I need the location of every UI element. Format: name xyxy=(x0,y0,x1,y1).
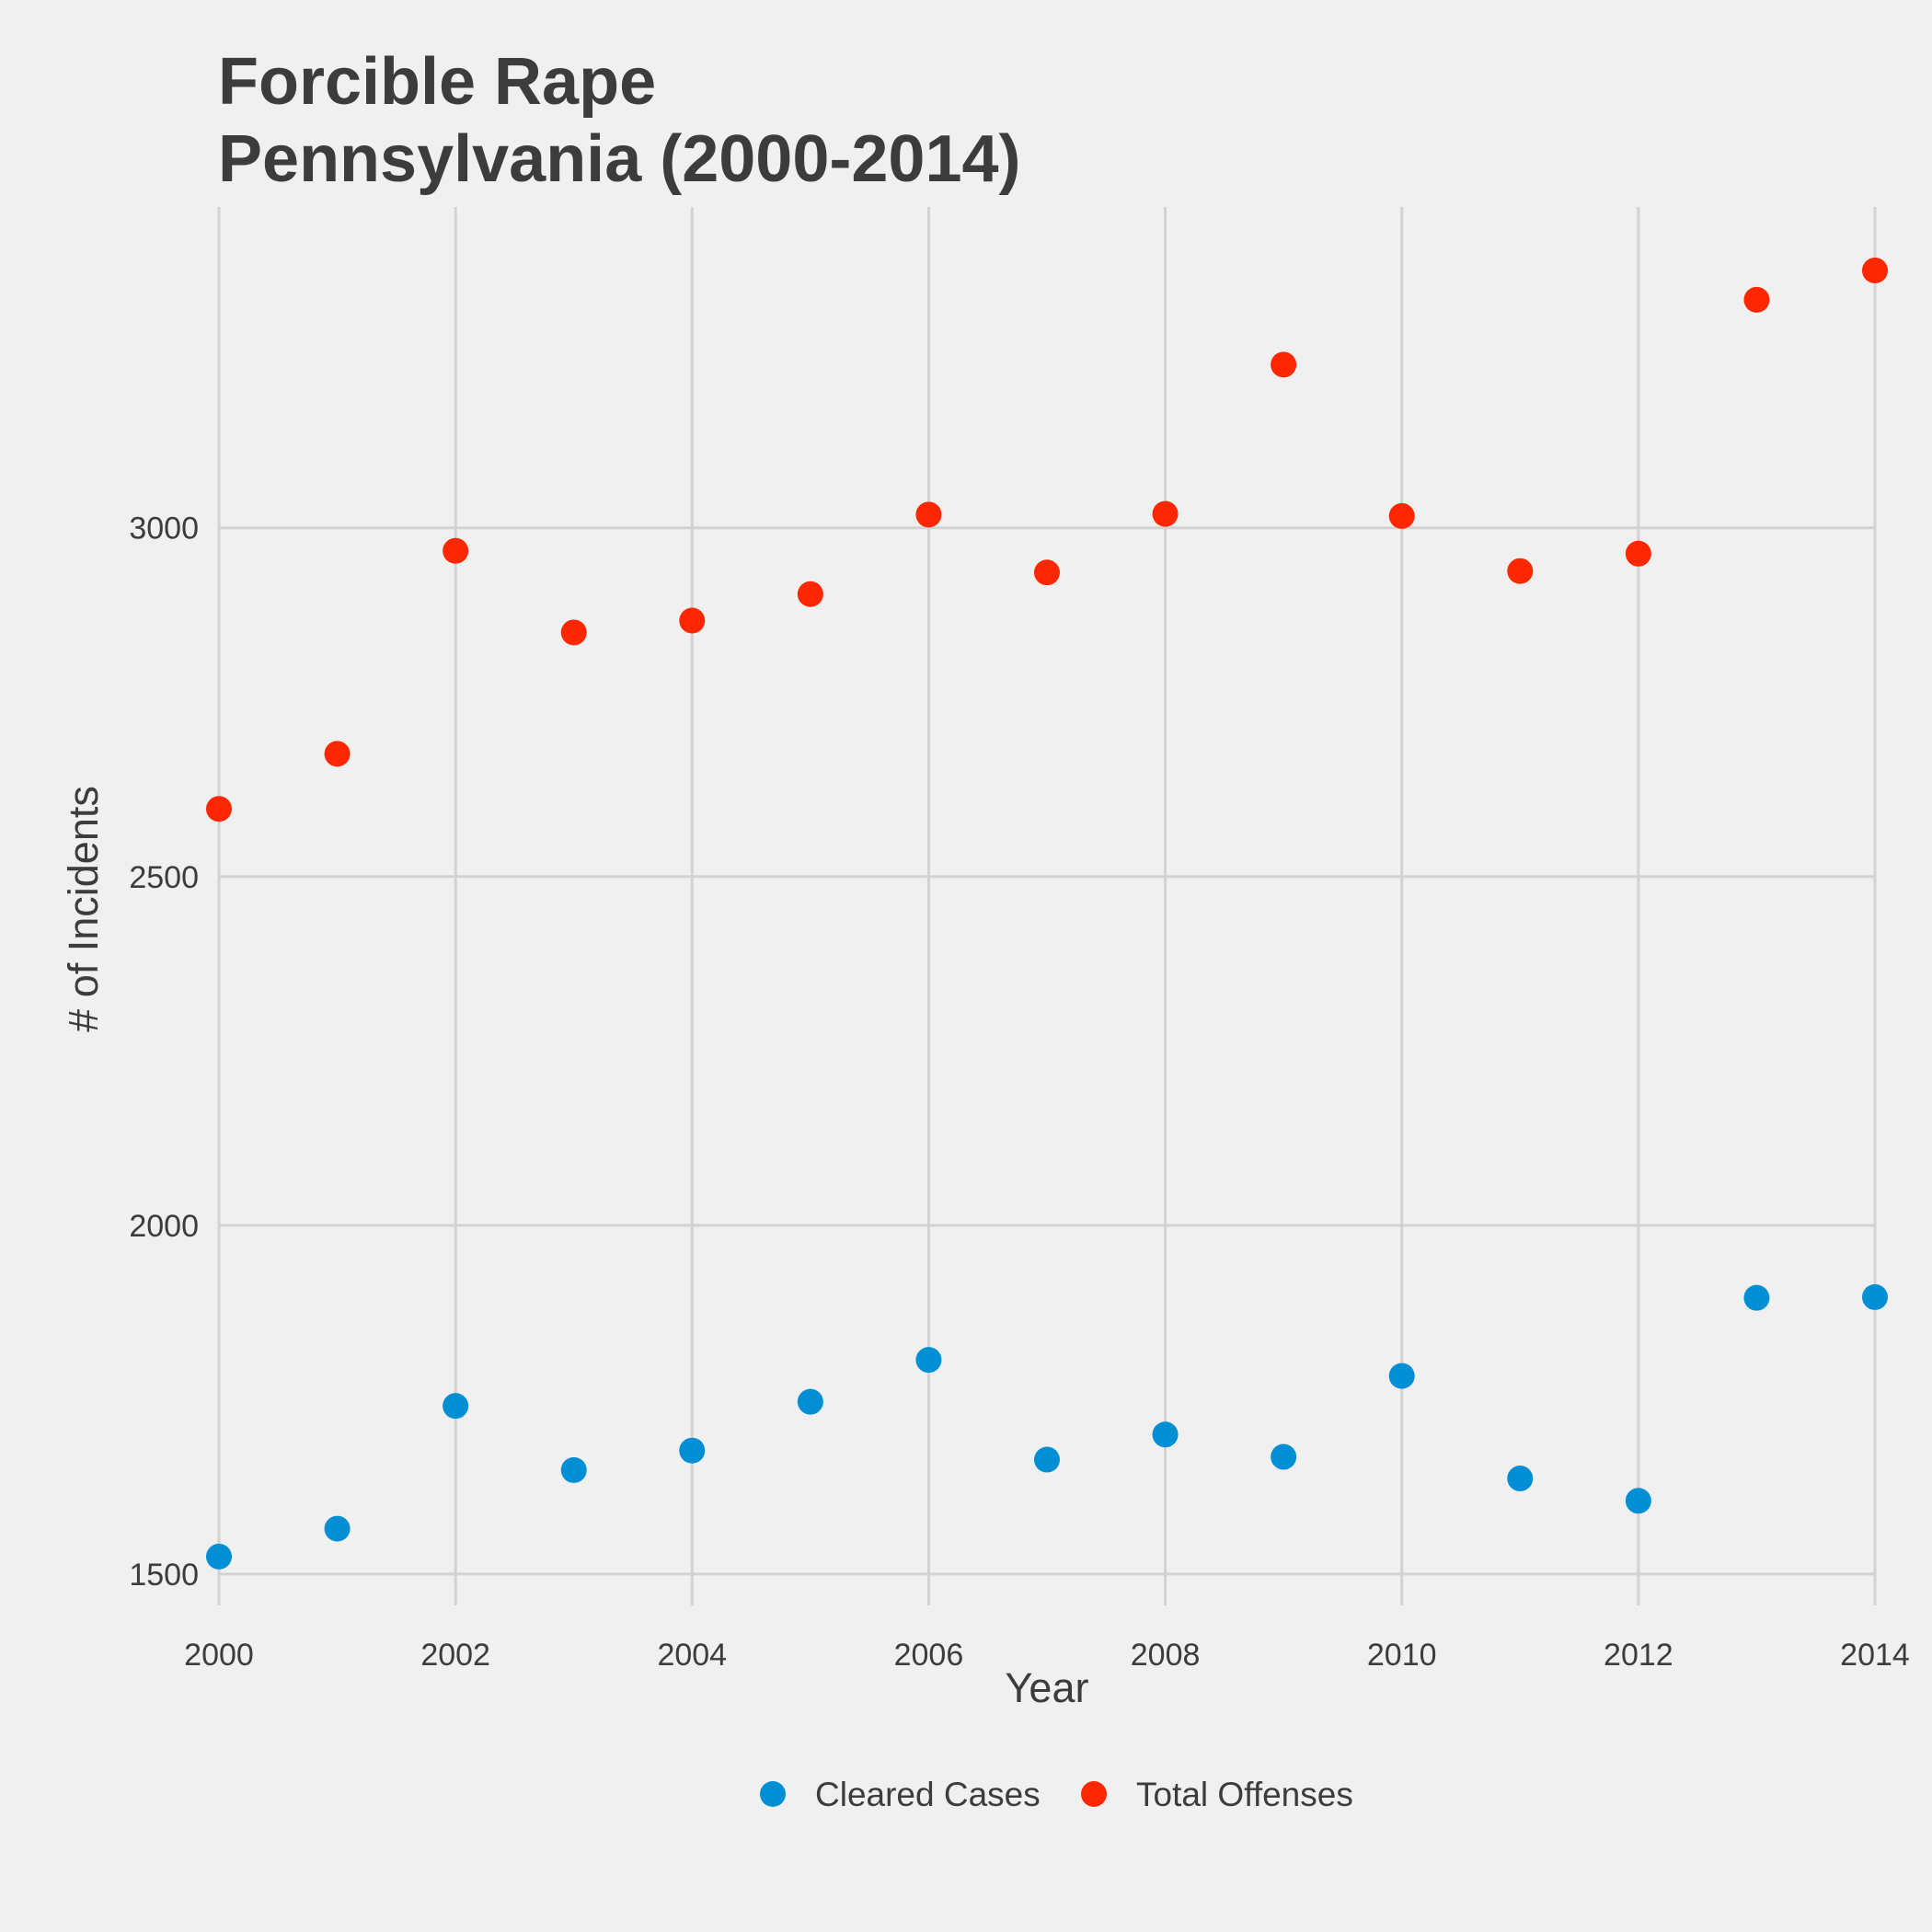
total-offenses-point xyxy=(1507,558,1534,584)
total-offenses-point xyxy=(443,537,469,564)
x-tick-label: 2006 xyxy=(894,1638,964,1673)
cleared-cases-point xyxy=(1507,1466,1534,1492)
y-tick-label: 2000 xyxy=(129,1209,199,1244)
cleared-cases-point xyxy=(1388,1363,1415,1389)
x-tick-label: 2008 xyxy=(1131,1638,1201,1673)
cleared-cases-point xyxy=(1271,1443,1297,1470)
x-tick-label: 2004 xyxy=(657,1638,727,1673)
cleared-cases-point xyxy=(1743,1284,1770,1311)
cleared-cases-point xyxy=(1862,1283,1888,1310)
total-offenses-point xyxy=(797,581,823,607)
cleared-cases-point xyxy=(443,1393,469,1420)
total-offenses-point xyxy=(1271,351,1297,378)
legend-marker-cleared-cases xyxy=(760,1781,786,1807)
y-tick-label: 3000 xyxy=(129,512,199,546)
legend-marker-total-offenses xyxy=(1081,1781,1107,1807)
x-tick-label: 2000 xyxy=(184,1638,254,1673)
chart-subtitle: Pennsylvania (2000-2014) xyxy=(218,122,1021,196)
cleared-cases-point xyxy=(206,1543,232,1570)
x-tick-label: 2012 xyxy=(1604,1638,1673,1673)
cleared-cases-point xyxy=(1034,1446,1060,1473)
legend-label-total-offenses: Total Offenses xyxy=(1136,1776,1353,1813)
x-tick-label: 2002 xyxy=(420,1638,490,1673)
total-offenses-point xyxy=(1625,540,1651,567)
cleared-cases-point xyxy=(324,1515,351,1542)
legend-label-cleared-cases: Cleared Cases xyxy=(815,1776,1041,1813)
total-offenses-point xyxy=(560,619,587,646)
total-offenses-point xyxy=(1743,286,1770,313)
cleared-cases-point xyxy=(915,1347,942,1374)
data-points xyxy=(206,257,1888,1570)
legend: Cleared Cases Total Offenses xyxy=(760,1776,1353,1813)
total-offenses-point xyxy=(679,607,706,634)
cleared-cases-point xyxy=(1625,1488,1651,1514)
cleared-cases-point xyxy=(679,1437,706,1464)
chart-title: Forcible Rape xyxy=(218,45,656,119)
total-offenses-point xyxy=(1034,559,1060,586)
cleared-cases-point xyxy=(1152,1421,1179,1448)
x-tick-label: 2014 xyxy=(1840,1638,1910,1673)
y-tick-label: 1500 xyxy=(129,1558,199,1593)
cleared-cases-point xyxy=(560,1456,587,1483)
x-tick-label: 2010 xyxy=(1367,1638,1437,1673)
cleared-cases-point xyxy=(797,1388,823,1415)
y-tick-label: 2500 xyxy=(129,860,199,895)
total-offenses-point xyxy=(206,796,232,822)
y-axis-title: # of Incidents xyxy=(60,786,107,1032)
total-offenses-point xyxy=(324,741,351,767)
tick-labels: 2000 2002 2004 2006 2008 2010 2012 2014 1500 2000… xyxy=(129,512,1909,1673)
total-offenses-point xyxy=(1152,500,1179,527)
x-axis-title: Year xyxy=(1006,1664,1089,1711)
total-offenses-point xyxy=(1862,257,1888,283)
grid xyxy=(217,207,1877,1605)
total-offenses-point xyxy=(915,501,942,528)
total-offenses-point xyxy=(1388,502,1415,529)
